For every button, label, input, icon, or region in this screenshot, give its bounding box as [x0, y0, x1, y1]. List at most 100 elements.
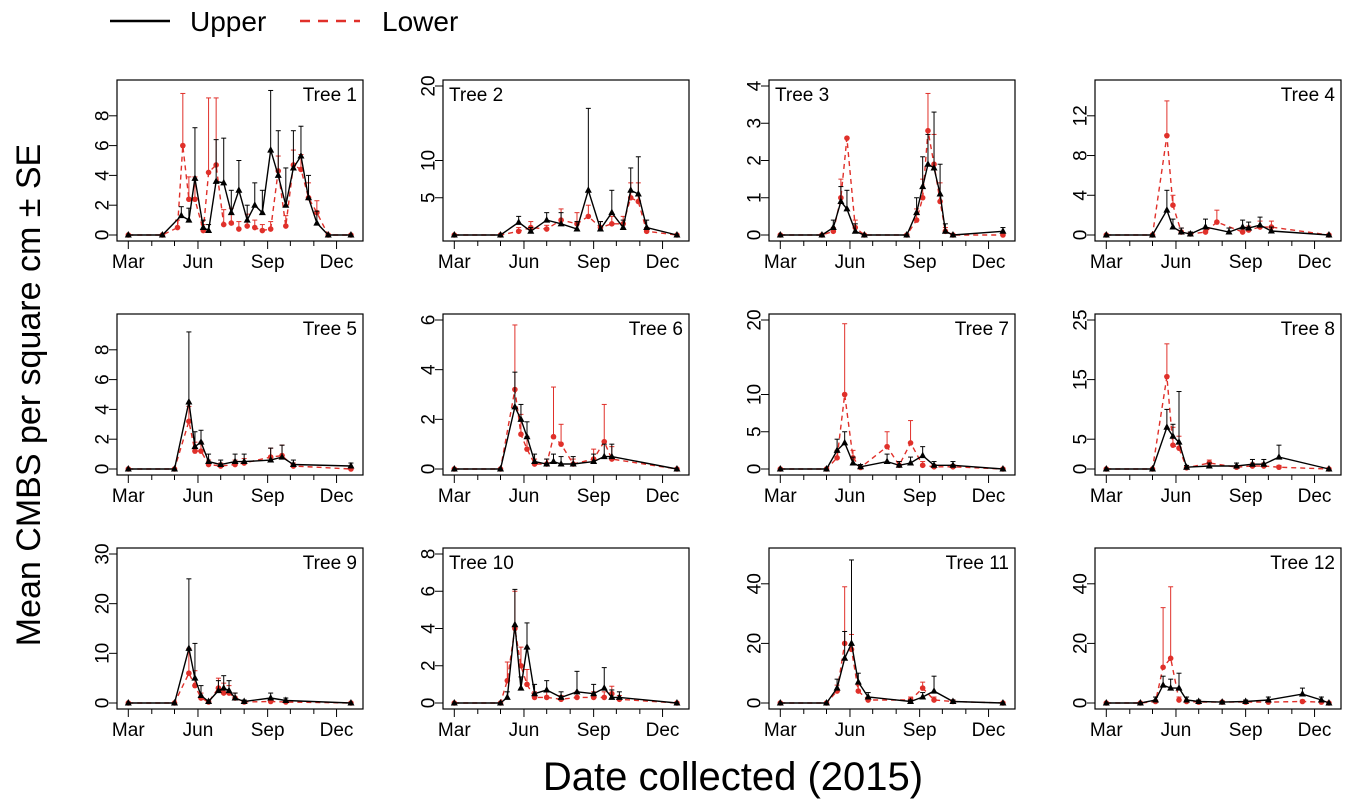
data-point [857, 462, 865, 470]
x-tick-label: Sep [577, 720, 611, 741]
y-tick-label: 12 [1071, 105, 1092, 126]
data-point [124, 231, 132, 238]
y-tick-label: 2 [745, 155, 766, 166]
data-point [174, 224, 181, 231]
data-point [297, 152, 305, 159]
data-point [305, 193, 313, 201]
data-point [907, 697, 915, 705]
data-point [180, 142, 186, 149]
data-point [864, 693, 872, 700]
data-point [849, 459, 857, 466]
data-point [220, 684, 228, 691]
x-tick-label: Jun [1161, 720, 1192, 741]
x-tick-label: Mar [112, 720, 145, 741]
data-point [907, 459, 915, 466]
data-point [907, 440, 914, 446]
x-tick-label: Dec [646, 720, 680, 741]
panel-tree-4: Mar Jun Sep Dec 0 4 8 12 Tree 4 [1071, 79, 1342, 273]
panel-title: Tree 1 [303, 85, 357, 106]
data-point [833, 684, 841, 691]
y-tick-label: 0 [419, 698, 440, 709]
data-point [523, 432, 531, 440]
x-tick-label: Mar [438, 252, 471, 273]
panel-tree-3: Mar Jun Sep Dec 0 1 2 3 4 Tree 3 [745, 79, 1016, 273]
data-point [240, 457, 248, 465]
data-point [258, 208, 266, 216]
y-tick-label: 6 [419, 586, 440, 597]
data-point [855, 688, 862, 694]
data-point [841, 438, 849, 446]
data-point [531, 689, 539, 697]
x-tick-label: Mar [764, 720, 797, 741]
series-line [1106, 656, 1329, 704]
data-point [643, 223, 651, 231]
x-tick-label: Dec [1298, 720, 1332, 741]
panel-title: Tree 7 [955, 319, 1009, 340]
data-point [240, 697, 248, 705]
data-point [841, 654, 849, 661]
y-tick-label: 8 [93, 345, 114, 356]
data-point [282, 696, 290, 704]
x-tick-label: Jun [835, 720, 866, 741]
series-line [454, 389, 678, 470]
series-lower [125, 647, 354, 706]
x-tick-label: Mar [1090, 486, 1123, 507]
legend-upper-label: Upper [190, 6, 266, 37]
data-point [1167, 655, 1174, 662]
data-point [999, 465, 1007, 472]
plot-frame [116, 79, 364, 242]
data-point [1164, 132, 1170, 139]
data-point [1239, 223, 1247, 230]
y-tick-label: 0 [93, 698, 114, 709]
x-tick-label: Mar [1090, 252, 1123, 273]
data-point [543, 685, 551, 693]
data-point [220, 178, 228, 186]
data-point [243, 216, 251, 223]
data-point [511, 620, 519, 628]
data-point [186, 418, 192, 425]
data-point [347, 699, 355, 706]
data-point [283, 223, 289, 229]
data-point [1167, 684, 1175, 691]
series-line [780, 441, 1003, 470]
y-tick-label: 10 [745, 384, 766, 405]
data-point [1325, 465, 1333, 472]
data-point [930, 163, 938, 171]
data-point [1202, 229, 1209, 235]
data-point [1102, 231, 1110, 238]
data-point [1102, 699, 1110, 706]
y-tick-label: 2 [419, 414, 440, 425]
data-point [584, 186, 592, 193]
x-tick-label: Dec [972, 720, 1006, 741]
data-point [186, 670, 192, 676]
legend-lower-label: Lower [382, 6, 458, 37]
data-point [841, 391, 848, 398]
y-tick-label: 8 [1071, 150, 1092, 161]
x-tick-label: Sep [251, 720, 285, 741]
data-point [324, 231, 332, 238]
data-point [884, 443, 890, 450]
data-point [212, 177, 220, 184]
data-point [1159, 681, 1167, 688]
y-tick-label: 2 [93, 434, 114, 445]
data-point [217, 460, 225, 468]
y-tick-label: 5 [1071, 434, 1092, 445]
data-point [834, 455, 840, 461]
data-point [829, 223, 837, 231]
data-point [205, 169, 212, 176]
data-point [574, 694, 580, 701]
data-point [199, 223, 207, 231]
x-tick-label: Jun [183, 252, 214, 273]
x-tick-label: Jun [509, 720, 540, 741]
data-point [228, 220, 235, 226]
data-point [919, 685, 926, 691]
y-tick-label: 20 [93, 593, 114, 614]
data-point [523, 643, 531, 650]
series-lower [777, 586, 1006, 706]
data-point [227, 208, 235, 216]
data-point [185, 644, 193, 651]
data-point [847, 639, 855, 646]
y-tick-label: 2 [419, 660, 440, 671]
data-point [949, 697, 957, 705]
data-point [524, 446, 530, 452]
